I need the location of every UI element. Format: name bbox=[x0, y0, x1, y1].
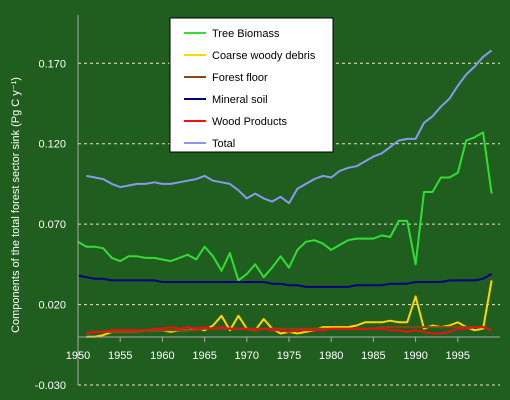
legend-label-forest-floor: Forest floor bbox=[212, 72, 268, 84]
series-line-forest-floor bbox=[86, 326, 492, 335]
series-line-total bbox=[86, 49, 493, 205]
y-tick-label: 0.020 bbox=[38, 300, 66, 312]
legend: Tree Biomass Coarse woody debris Forest fl… bbox=[169, 17, 334, 153]
legend-label-coarse-woody-debris: Coarse woody debris bbox=[212, 50, 316, 62]
x-tick-label: 1990 bbox=[403, 350, 427, 362]
legend-box bbox=[169, 17, 334, 153]
x-tick-label: 1955 bbox=[108, 350, 132, 362]
y-tick-label: 0.170 bbox=[38, 58, 66, 70]
x-tick-label: 1950 bbox=[66, 350, 90, 362]
x-tick-label: 1965 bbox=[192, 350, 216, 362]
series-line-wood-products bbox=[86, 326, 492, 335]
y-tick-label: 0.120 bbox=[38, 139, 66, 151]
x-tick-label: 1985 bbox=[361, 350, 385, 362]
series-line-tree-biomass bbox=[77, 131, 493, 282]
y-axis-title: Components of the total forest sector si… bbox=[10, 77, 22, 333]
legend-label-wood-products: Wood Products bbox=[212, 116, 288, 128]
series-line-mineral-soil bbox=[77, 273, 493, 288]
x-tick-label: 1975 bbox=[277, 350, 301, 362]
x-ticks: 1950 1955 1960 1965 1970 1975 1980 1985 1990 1995 bbox=[66, 337, 470, 362]
legend-label-tree-biomass: Tree Biomass bbox=[212, 28, 280, 40]
y-tick-label: -0.030 bbox=[35, 380, 66, 392]
series-layer bbox=[77, 49, 493, 338]
x-tick-label: 1995 bbox=[446, 350, 470, 362]
x-tick-label: 1980 bbox=[319, 350, 343, 362]
legend-label-total: Total bbox=[212, 138, 235, 150]
y-tick-label: 0.070 bbox=[38, 219, 66, 231]
y-ticks: -0.030 0.020 0.070 0.120 0.170 bbox=[35, 58, 66, 392]
legend-label-mineral-soil: Mineral soil bbox=[212, 94, 268, 106]
x-tick-label: 1970 bbox=[235, 350, 259, 362]
x-tick-label: 1960 bbox=[150, 350, 174, 362]
